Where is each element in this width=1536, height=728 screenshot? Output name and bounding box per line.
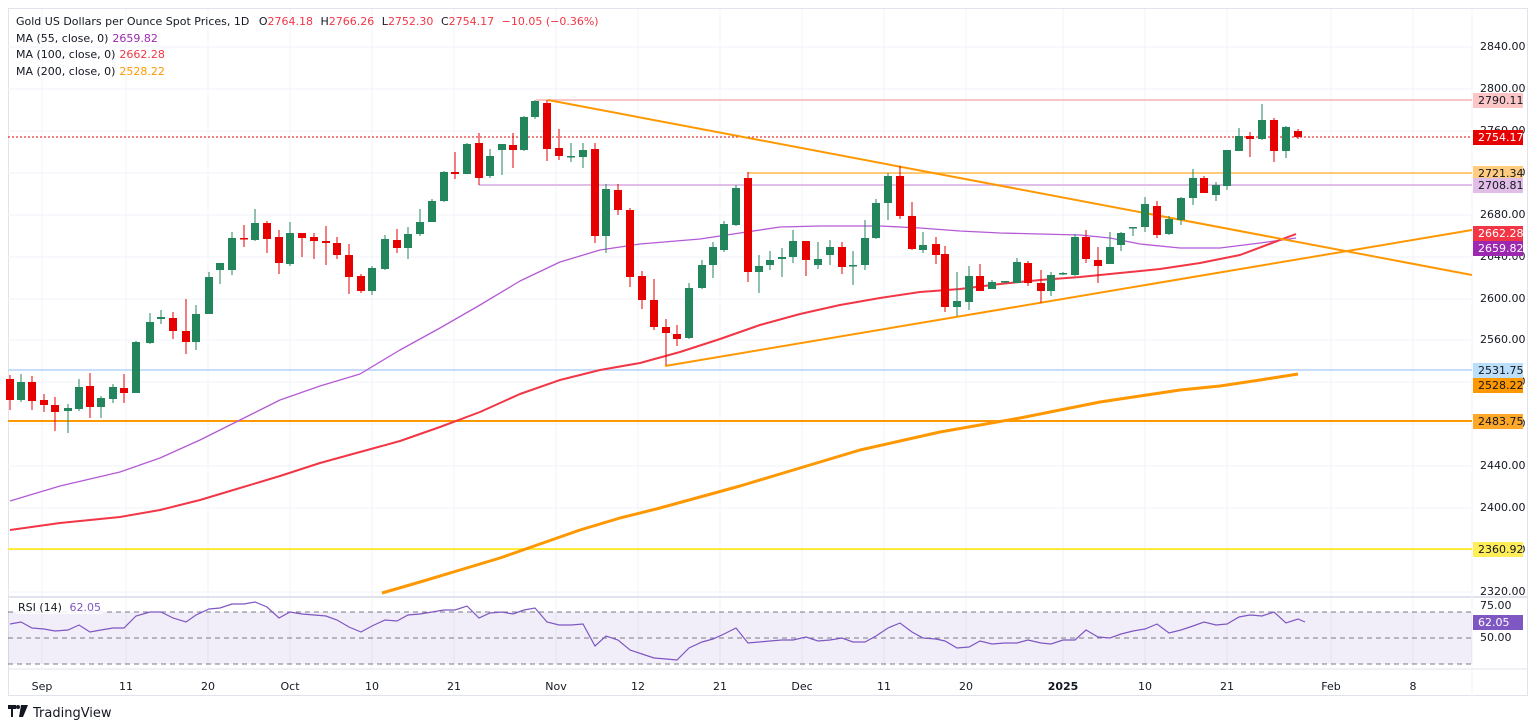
price-tick: 2600.00 bbox=[1480, 292, 1526, 305]
ma55-value: 2659.82 bbox=[112, 31, 158, 45]
time-tick: Feb bbox=[1321, 680, 1341, 693]
ma200-value: 2528.22 bbox=[119, 64, 165, 78]
time-tick: Dec bbox=[791, 680, 813, 693]
time-tick: 20 bbox=[201, 680, 215, 693]
ma55-line bbox=[9, 225, 1297, 502]
level-price-tag: 2708.81 bbox=[1473, 178, 1524, 193]
open-label: O bbox=[258, 15, 268, 28]
time-tick: 2025 bbox=[1047, 680, 1079, 693]
level-price-tag: 2721.34 bbox=[1473, 166, 1524, 181]
price-tick: 2400.00 bbox=[1480, 501, 1526, 514]
price-tick: 2320.00 bbox=[1480, 585, 1526, 598]
rsi-value-tag: 62.05 bbox=[1473, 615, 1523, 630]
close-value: 2754.17 bbox=[448, 15, 495, 28]
close-label: C bbox=[440, 15, 449, 28]
rsi-label: RSI (14) bbox=[18, 601, 62, 614]
rsi-tick: 50.00 bbox=[1480, 631, 1512, 644]
brand-name: TradingView bbox=[33, 705, 112, 721]
low-label: L bbox=[381, 15, 388, 28]
ma55-label: MA (55, close, 0) bbox=[16, 31, 109, 45]
rsi-line bbox=[9, 601, 1306, 661]
time-tick: 21 bbox=[713, 680, 727, 693]
time-tick: 8 bbox=[1409, 680, 1417, 693]
ma200-label: MA (200, close, 0) bbox=[16, 64, 116, 78]
level-price-tag: 2360.92 bbox=[1473, 542, 1524, 557]
price-tick: 2680.00 bbox=[1480, 208, 1526, 221]
price-tick: 2560.00 bbox=[1480, 333, 1526, 346]
time-tick: Sep bbox=[31, 680, 53, 693]
grid bbox=[8, 9, 1472, 668]
time-tick: 11 bbox=[877, 680, 891, 693]
time-tick: Oct bbox=[280, 680, 300, 693]
time-tick: 10 bbox=[365, 680, 379, 693]
tradingview-logo-icon bbox=[8, 705, 28, 721]
price-tick: 2800.00 bbox=[1480, 82, 1526, 95]
time-tick: 20 bbox=[959, 680, 973, 693]
level-price-tag: 2531.75 bbox=[1473, 363, 1524, 378]
time-tick: 11 bbox=[119, 680, 133, 693]
time-tick: 10 bbox=[1138, 680, 1152, 693]
rsi-tick: 75.00 bbox=[1480, 599, 1512, 612]
chart-frame bbox=[8, 8, 1528, 696]
price-tick: 2840.00 bbox=[1480, 40, 1526, 53]
symbol-legend-row: Gold US Dollars per Ounce Spot Prices, 1… bbox=[16, 14, 599, 31]
time-tick: Nov bbox=[545, 680, 567, 693]
ma200-line bbox=[381, 372, 1299, 595]
high-label: H bbox=[320, 15, 329, 28]
high-value: 2766.26 bbox=[328, 15, 375, 28]
ma100-line bbox=[9, 233, 1297, 531]
rsi-value: 62.05 bbox=[69, 601, 101, 614]
ma55-legend[interactable]: MA (55, close, 0) 2659.82 bbox=[16, 31, 599, 48]
level-price-tag: 2483.75 bbox=[1473, 414, 1524, 429]
time-tick: 12 bbox=[631, 680, 645, 693]
open-value: 2764.18 bbox=[267, 15, 314, 28]
level-price-tag: 2790.11 bbox=[1473, 93, 1524, 108]
candles bbox=[6, 100, 1302, 433]
ma100-value: 2662.28 bbox=[119, 48, 165, 61]
ma-price-tag: 2659.82 bbox=[1473, 241, 1524, 256]
tradingview-brand[interactable]: TradingView bbox=[8, 705, 112, 721]
ma100-label: MA (100, close, 0) bbox=[16, 48, 116, 61]
rsi-legend[interactable]: RSI (14) 62.05 bbox=[16, 601, 103, 614]
ma200-legend[interactable]: MA (200, close, 0) 2528.22 bbox=[16, 64, 599, 81]
low-value: 2752.30 bbox=[387, 15, 434, 28]
ma-price-tag: 2528.22 bbox=[1473, 378, 1524, 393]
price-tick: 2440.00 bbox=[1480, 459, 1526, 472]
symbol-title: Gold US Dollars per Ounce Spot Prices, 1… bbox=[16, 15, 250, 28]
trendline-descending[interactable] bbox=[547, 99, 1473, 276]
trendline-ascending[interactable] bbox=[664, 229, 1473, 367]
ma-price-tag: 2662.28 bbox=[1473, 226, 1524, 241]
time-tick: 21 bbox=[447, 680, 461, 693]
time-tick: 21 bbox=[1220, 680, 1234, 693]
level-price-tag: 2754.17 bbox=[1473, 130, 1524, 145]
chart-legend: Gold US Dollars per Ounce Spot Prices, 1… bbox=[16, 14, 599, 80]
ma100-legend[interactable]: MA (100, close, 0) 2662.28 bbox=[16, 47, 599, 64]
change-value: −10.05 (−0.36%) bbox=[501, 15, 599, 28]
